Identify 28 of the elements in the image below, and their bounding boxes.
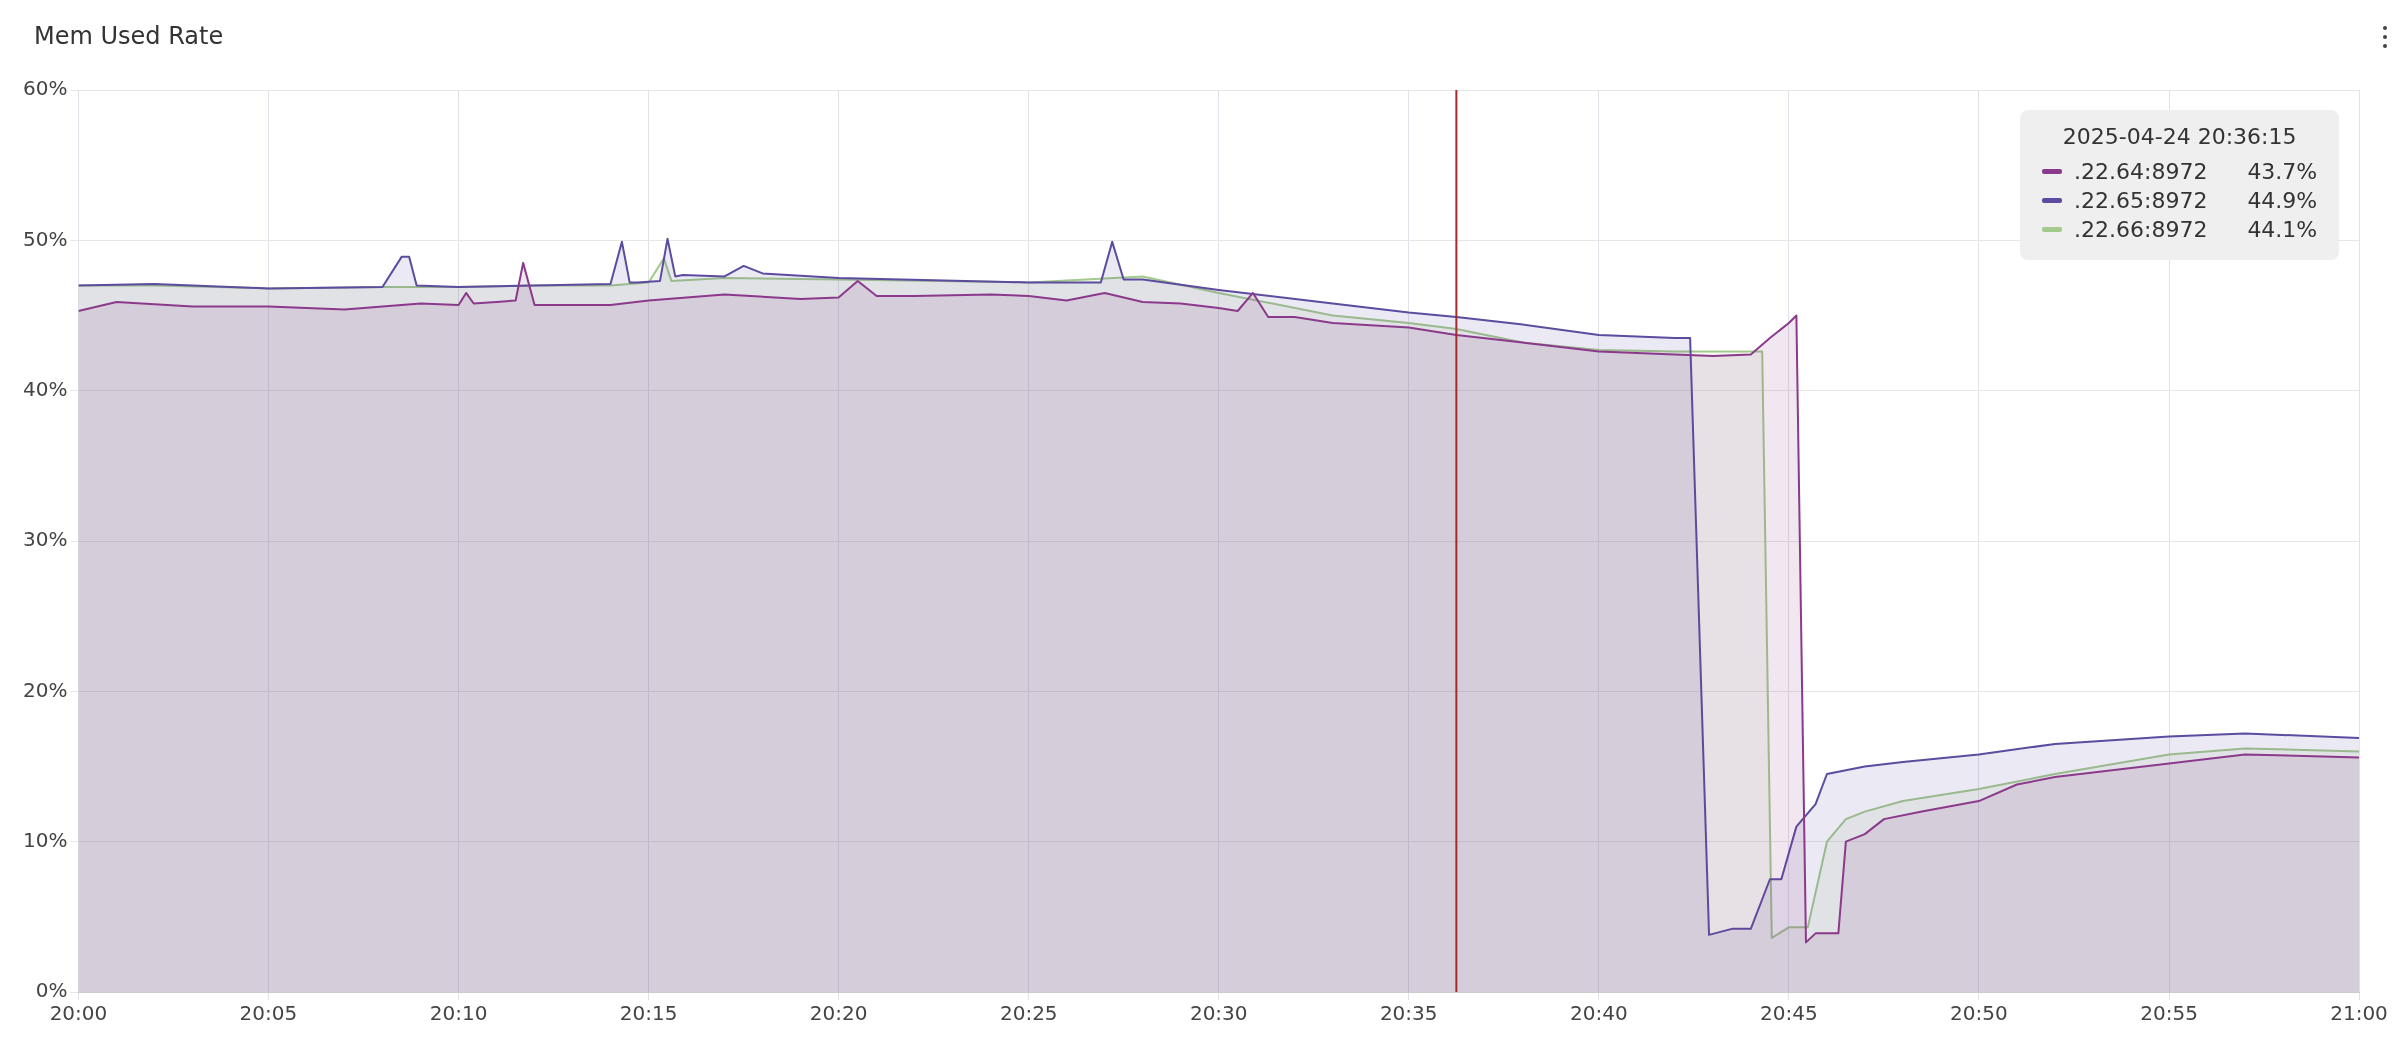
x-tick-label: 20:20: [809, 1001, 868, 1026]
x-tick-label: 20:25: [999, 1001, 1058, 1026]
y-tick-label: 30%: [23, 527, 68, 552]
y-tick-label: 0%: [35, 978, 68, 1003]
legend-label: .22.65:8972: [2074, 188, 2208, 213]
y-tick-label: 60%: [23, 76, 68, 101]
legend-label: .22.66:8972: [2074, 217, 2208, 242]
y-tick-label: 50%: [23, 226, 68, 251]
legend-label: .22.64:8972: [2074, 159, 2208, 184]
x-tick-label: 20:50: [1950, 1001, 2008, 1026]
annotation: 43.7%: [2247, 159, 2318, 184]
y-tick-label: 10%: [23, 827, 68, 852]
x-tick-label: 20:05: [239, 1001, 298, 1026]
x-tick-label: 20:10: [429, 1001, 488, 1026]
y-tick-label: 40%: [23, 376, 68, 401]
x-tick-label: 20:55: [2140, 1001, 2198, 1026]
x-tick-label: 20:45: [1760, 1001, 1818, 1026]
x-tick-label: 20:00: [49, 1001, 108, 1026]
x-tick-label: 20:30: [1189, 1001, 1248, 1026]
x-tick-label: 20:35: [1379, 1001, 1438, 1026]
annotation: 44.9%: [2247, 188, 2318, 213]
annotation: 2025-04-24 20:36:15: [2061, 124, 2298, 149]
x-tick-label: 20:15: [619, 1001, 678, 1026]
chart-title: Mem Used Rate: [34, 22, 224, 50]
y-tick-label: 20%: [23, 677, 68, 702]
x-tick-label: 20:40: [1570, 1001, 1628, 1026]
annotation: 44.1%: [2247, 217, 2318, 242]
x-tick-label: 21:00: [2330, 1001, 2388, 1026]
